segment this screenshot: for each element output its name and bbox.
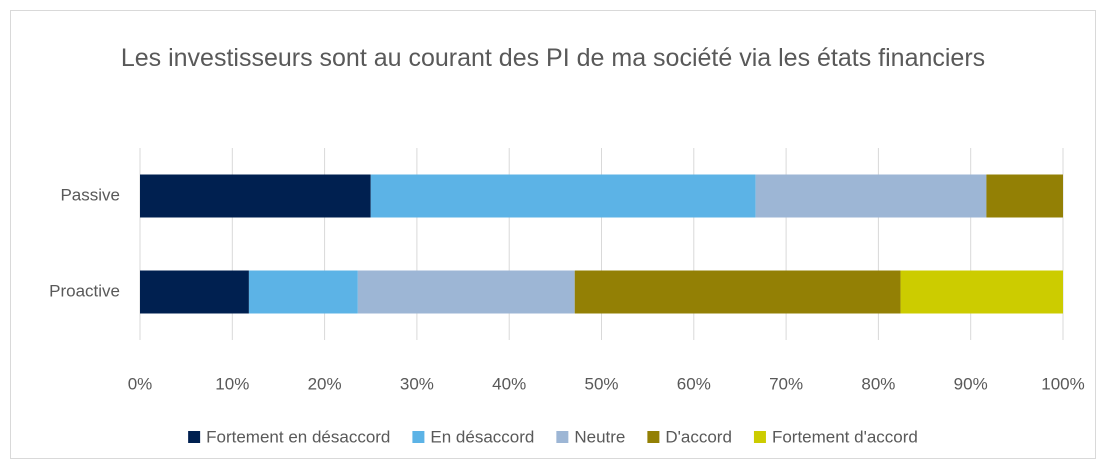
legend-label: Neutre	[574, 427, 625, 446]
legend-label: Fortement d'accord	[772, 427, 918, 446]
x-tick-label: 50%	[584, 374, 618, 393]
y-tick-label: Passive	[60, 185, 120, 204]
x-tick-label: 80%	[861, 374, 895, 393]
bar-segment	[755, 174, 987, 218]
x-tick-label: 20%	[308, 374, 342, 393]
bar-segment	[248, 270, 358, 314]
bar-segment	[574, 270, 901, 314]
x-tick-label: 70%	[769, 374, 803, 393]
x-tick-label: 90%	[954, 374, 988, 393]
legend-label: D'accord	[665, 427, 732, 446]
chart-title: Les investisseurs sont au courant des PI…	[120, 44, 986, 72]
legend-swatch	[412, 431, 425, 443]
legend-swatch	[647, 431, 660, 443]
x-tick-label: 30%	[400, 374, 434, 393]
x-tick-label: 100%	[1041, 374, 1084, 393]
legend-label: Fortement en désaccord	[206, 427, 390, 446]
x-tick-label: 40%	[492, 374, 526, 393]
legend-label: En désaccord	[430, 427, 534, 446]
legend-swatch	[753, 431, 766, 443]
bar-segment	[140, 174, 371, 218]
x-tick-label: 60%	[677, 374, 711, 393]
bar-segment	[140, 270, 249, 314]
legend-swatch	[188, 431, 201, 443]
bar-segment	[900, 270, 1063, 314]
legend-swatch	[556, 431, 569, 443]
bar-segment	[370, 174, 756, 218]
chart-border	[10, 10, 1096, 459]
x-tick-label: 0%	[128, 374, 153, 393]
bar-segment	[357, 270, 575, 314]
x-tick-label: 10%	[215, 374, 249, 393]
y-tick-label: Proactive	[49, 281, 120, 300]
bar-segment	[986, 174, 1063, 218]
